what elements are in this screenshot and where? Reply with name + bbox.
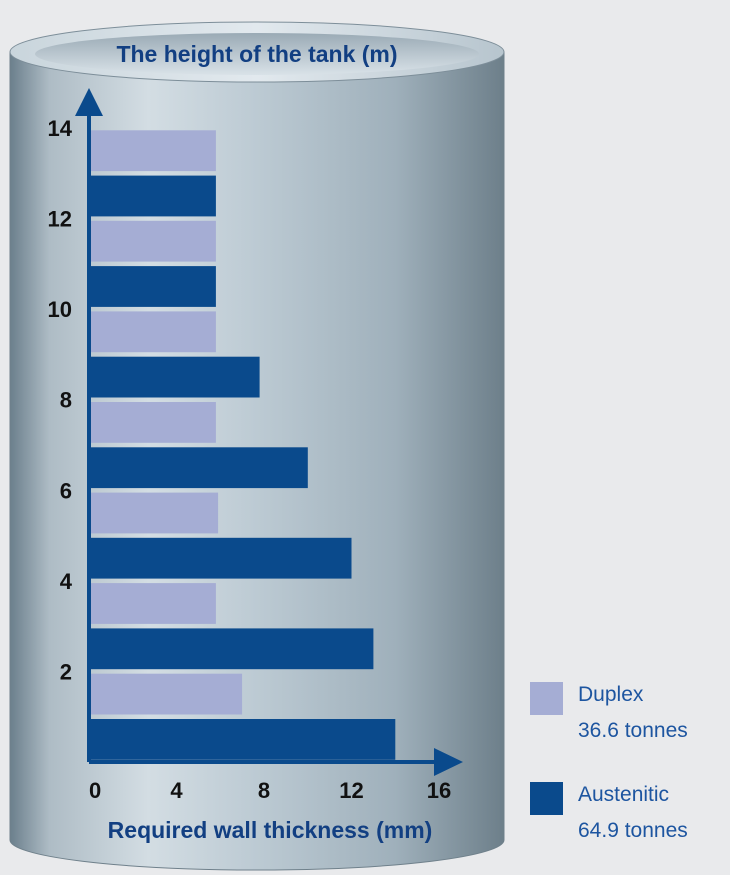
y-tick-label: 6 — [60, 478, 72, 503]
x-tick-label: 4 — [170, 778, 183, 803]
bar-austenitic-2 — [89, 537, 352, 579]
y-tick-label: 10 — [48, 297, 72, 322]
y-tick-label: 4 — [60, 569, 73, 594]
y-axis-arrow — [75, 88, 103, 116]
legend-note-austenitic: 64.9 tonnes — [578, 819, 688, 842]
bar-austenitic-1 — [89, 628, 374, 670]
x-tick-label: 0 — [89, 778, 101, 803]
legend-note-duplex: 36.6 tonnes — [578, 719, 688, 742]
bar-duplex-4 — [89, 311, 216, 353]
x-tick-label: 12 — [339, 778, 363, 803]
bar-austenitic-6 — [89, 175, 216, 217]
tank-opening — [35, 33, 479, 75]
x-tick-label: 16 — [427, 778, 451, 803]
legend-label-austenitic: Austenitic — [578, 783, 669, 806]
chart-title: The height of the tank (m) — [116, 41, 397, 67]
x-tick-label: 8 — [258, 778, 270, 803]
bar-austenitic-4 — [89, 356, 260, 398]
bar-duplex-5 — [89, 220, 216, 262]
legend-item-austenitic: Austenitic 64.9 tonnes — [530, 782, 688, 842]
x-axis-label: Required wall thickness (mm) — [108, 817, 433, 843]
bar-duplex-1 — [89, 583, 216, 624]
legend-swatch-austenitic — [530, 782, 563, 815]
legend-label-duplex: Duplex — [578, 683, 644, 706]
legend: Duplex 36.6 tonnes Austenitic 64.9 tonne… — [530, 682, 688, 842]
legend-item-duplex: Duplex 36.6 tonnes — [530, 682, 688, 742]
bar-duplex-2 — [89, 492, 219, 534]
x-axis-arrow — [434, 748, 463, 776]
bar-austenitic-3 — [89, 447, 308, 489]
y-tick-label: 14 — [48, 116, 73, 141]
legend-swatch-duplex — [530, 682, 563, 715]
bar-duplex-3 — [89, 402, 216, 443]
y-tick-label: 2 — [60, 659, 72, 684]
y-tick-label: 12 — [48, 207, 72, 232]
axes — [75, 88, 463, 776]
y-ticks: 2 4 6 8 10 12 14 — [48, 116, 73, 684]
bar-austenitic-5 — [89, 266, 216, 307]
x-ticks: 0 4 8 12 16 — [89, 778, 451, 803]
bars-group — [89, 130, 396, 760]
y-tick-label: 8 — [60, 388, 72, 413]
bar-duplex-0 — [89, 673, 243, 715]
bar-austenitic-0 — [89, 719, 396, 760]
bar-duplex-6 — [89, 130, 216, 172]
